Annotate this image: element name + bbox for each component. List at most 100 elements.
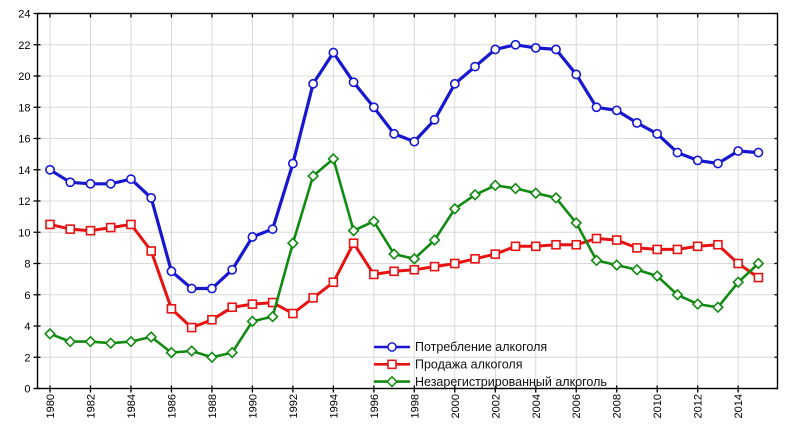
y-tick-label: 10 — [18, 227, 30, 239]
series-marker-unregistered — [266, 310, 279, 323]
y-tick-label: 16 — [18, 134, 30, 146]
series-marker-consumption — [267, 224, 278, 235]
x-tick-label: 1998 — [409, 394, 421, 418]
series-marker-unregistered — [752, 257, 765, 270]
series-marker-unregistered — [428, 234, 441, 246]
series-marker-consumption — [530, 42, 541, 53]
x-tick-label: 1996 — [369, 394, 381, 418]
series-marker-consumption — [672, 147, 683, 158]
x-tick-label: 2006 — [571, 394, 583, 418]
series-marker-sales — [591, 233, 602, 244]
series-marker-sales — [551, 239, 561, 250]
y-tick-label: 12 — [18, 196, 30, 208]
series-marker-consumption — [166, 266, 177, 277]
series-marker-unregistered — [671, 288, 684, 301]
x-tick-label: 2010 — [652, 394, 664, 418]
series-marker-sales — [530, 241, 541, 252]
x-tick-label: 1982 — [85, 394, 97, 418]
series-marker-sales — [85, 225, 96, 236]
series-marker-consumption — [551, 44, 561, 55]
y-tick-label: 22 — [18, 40, 30, 52]
series-marker-unregistered — [570, 216, 583, 229]
series-marker-sales — [65, 224, 76, 234]
series-marker-unregistered — [509, 182, 522, 195]
x-tick-label: 2008 — [612, 394, 624, 418]
series-marker-sales — [652, 244, 663, 255]
series-marker-sales — [389, 266, 399, 277]
y-tick-label: 2 — [24, 352, 30, 364]
series-marker-sales — [753, 272, 764, 283]
series-marker-sales — [692, 241, 703, 252]
series-marker-consumption — [571, 69, 582, 80]
series-marker-unregistered — [550, 191, 562, 204]
series-marker-unregistered — [732, 276, 745, 289]
series-marker-unregistered — [205, 351, 218, 364]
series-marker-unregistered — [246, 315, 259, 328]
series-marker-unregistered — [367, 215, 380, 228]
y-tick-label: 20 — [18, 71, 30, 83]
y-tick-label: 8 — [24, 259, 30, 271]
x-tick-label: 1994 — [328, 394, 340, 418]
series-marker-unregistered — [185, 345, 198, 357]
series-marker-sales — [146, 246, 156, 256]
series-marker-sales — [45, 219, 55, 230]
legend-label-consumption: Потребление алкоголя — [415, 340, 547, 354]
series-marker-consumption — [510, 39, 521, 50]
legend-swatch-marker-consumption — [387, 342, 397, 352]
series-marker-sales — [288, 308, 298, 319]
series-marker-sales — [105, 222, 116, 233]
series-marker-sales — [207, 314, 217, 325]
series-marker-sales — [632, 243, 642, 253]
series-marker-unregistered — [347, 224, 360, 237]
series-marker-sales — [611, 235, 622, 245]
y-tick-label: 6 — [24, 290, 30, 302]
series-marker-consumption — [733, 146, 744, 156]
series-marker-consumption — [308, 78, 319, 89]
series-marker-consumption — [227, 264, 238, 275]
y-tick-label: 0 — [24, 384, 30, 396]
series-marker-unregistered — [489, 179, 502, 192]
y-tick-label: 24 — [18, 9, 30, 21]
x-tick-label: 1992 — [288, 394, 300, 418]
series-marker-unregistered — [529, 187, 542, 200]
x-tick-label: 2012 — [693, 394, 705, 418]
series-marker-sales — [409, 264, 420, 275]
x-tick-label: 1988 — [207, 394, 219, 418]
series-marker-unregistered — [590, 254, 603, 267]
x-tick-label: 2000 — [450, 394, 462, 418]
series-marker-consumption — [368, 102, 379, 113]
series-marker-unregistered — [104, 337, 117, 350]
series-marker-unregistered — [711, 301, 724, 314]
x-tick-label: 1980 — [45, 394, 57, 418]
series-marker-unregistered — [448, 202, 461, 215]
x-tick-label: 2014 — [733, 394, 745, 418]
series-marker-sales — [733, 258, 743, 269]
y-tick-label: 18 — [18, 102, 30, 114]
series-marker-consumption — [753, 147, 764, 158]
series-marker-unregistered — [469, 188, 481, 201]
series-marker-unregistered — [408, 252, 421, 265]
y-tick-label: 4 — [24, 321, 30, 333]
series-marker-consumption — [348, 77, 359, 88]
x-tick-label: 1990 — [247, 394, 259, 418]
series-marker-sales — [227, 302, 237, 313]
series-marker-consumption — [186, 283, 197, 294]
series-marker-consumption — [389, 128, 399, 139]
series-marker-consumption — [328, 47, 339, 58]
series-marker-sales — [713, 239, 723, 250]
series-marker-sales — [510, 241, 521, 252]
series-marker-consumption — [449, 78, 460, 89]
series-marker-sales — [571, 239, 582, 250]
legend-swatch-marker-unregistered — [386, 375, 398, 388]
series-marker-consumption — [429, 114, 440, 125]
series-marker-unregistered — [145, 331, 158, 343]
series-marker-consumption — [65, 177, 76, 188]
series-marker-sales — [429, 261, 440, 272]
series-marker-sales — [328, 277, 339, 288]
series-marker-unregistered — [125, 335, 137, 348]
series-marker-unregistered — [610, 259, 623, 271]
series-marker-sales — [166, 304, 177, 314]
